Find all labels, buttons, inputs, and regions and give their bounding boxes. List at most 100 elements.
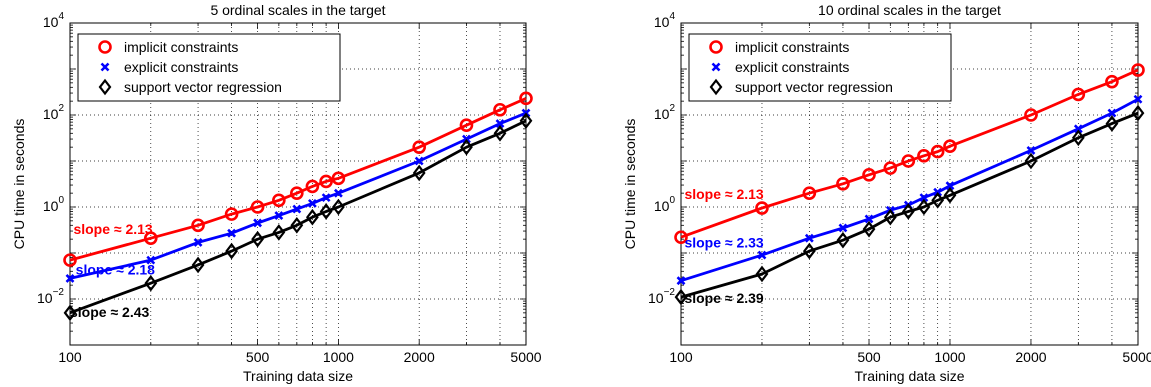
data-point bbox=[493, 125, 507, 142]
data-point bbox=[1024, 152, 1038, 170]
data-point bbox=[414, 156, 424, 166]
data-point bbox=[1105, 74, 1119, 89]
x-tick-label: 100 bbox=[58, 349, 82, 365]
slope-annotation: slope ≈ 2.13 bbox=[73, 221, 152, 237]
series-line bbox=[680, 111, 1139, 299]
data-point bbox=[333, 188, 343, 198]
y-tick-label: 10−2 bbox=[648, 287, 675, 306]
series-line bbox=[680, 97, 1139, 283]
y-tick-base: 10 bbox=[654, 106, 670, 122]
x-tick-label: 5000 bbox=[1122, 349, 1151, 365]
data-point bbox=[838, 223, 848, 233]
y-tick-exponent: −2 bbox=[664, 287, 676, 298]
x-tick-label: 5000 bbox=[510, 349, 541, 365]
legend: implicit constraints explicit constraints… bbox=[688, 33, 952, 102]
data-point bbox=[862, 220, 876, 238]
data-point bbox=[757, 250, 767, 260]
data-point bbox=[931, 191, 945, 209]
data-point bbox=[63, 304, 77, 322]
y-tick-label: 102 bbox=[43, 103, 65, 122]
data-point bbox=[1131, 104, 1145, 122]
series-line bbox=[69, 111, 527, 280]
y-tick-label: 104 bbox=[654, 11, 676, 30]
slope-annotation: slope ≈ 2.39 bbox=[684, 290, 763, 306]
x-axis-label: Training data size bbox=[855, 368, 965, 384]
data-point bbox=[755, 201, 769, 215]
x-tick-label: 500 bbox=[246, 349, 270, 365]
data-point bbox=[709, 78, 723, 96]
data-point bbox=[332, 198, 345, 216]
data-point bbox=[917, 198, 931, 216]
ticks bbox=[69, 23, 527, 346]
y-tick-exponent: −2 bbox=[53, 287, 65, 298]
data-point bbox=[519, 112, 533, 130]
legend-entry: explicit constraints bbox=[100, 59, 238, 75]
data-point bbox=[319, 203, 333, 220]
legend: implicit constraints explicit constraints… bbox=[77, 33, 341, 102]
y-tick-label: 100 bbox=[654, 195, 676, 214]
y-tick-base: 10 bbox=[654, 14, 670, 30]
data-point bbox=[272, 224, 286, 241]
data-point bbox=[253, 218, 263, 228]
data-point bbox=[709, 40, 723, 54]
legend-entry: implicit constraints bbox=[709, 39, 849, 55]
data-point bbox=[63, 253, 77, 267]
data-point bbox=[251, 230, 264, 248]
slope-annotation: slope ≈ 2.43 bbox=[70, 304, 149, 320]
legend-label: support vector regression bbox=[735, 79, 893, 95]
legend-label: explicit constraints bbox=[735, 59, 849, 75]
y-tick-base: 10 bbox=[648, 290, 664, 306]
series bbox=[63, 112, 533, 322]
data-point bbox=[225, 242, 238, 260]
legend-box bbox=[77, 33, 341, 102]
y-tick-label: 102 bbox=[654, 103, 676, 122]
data-point bbox=[1026, 145, 1036, 155]
y-tick-base: 10 bbox=[43, 198, 59, 214]
data-point bbox=[943, 139, 957, 153]
x-tick-label: 100 bbox=[669, 349, 693, 365]
y-tick-label: 100 bbox=[43, 195, 65, 214]
data-point bbox=[804, 233, 814, 243]
y-tick-exponent: 0 bbox=[669, 195, 675, 206]
slope-annotation: slope ≈ 2.13 bbox=[684, 186, 763, 202]
legend-entry: explicit constraints bbox=[711, 59, 849, 75]
y-tick-base: 10 bbox=[37, 290, 53, 306]
data-point bbox=[412, 164, 426, 182]
series-line bbox=[69, 119, 527, 315]
data-point bbox=[1071, 87, 1086, 102]
y-tick-exponent: 0 bbox=[58, 195, 64, 206]
legend-entry: support vector regression bbox=[98, 78, 282, 96]
data-point bbox=[100, 62, 110, 72]
chart-title: 5 ordinal scales in the target bbox=[210, 2, 385, 18]
data-point bbox=[883, 161, 898, 175]
y-tick-label: 10−2 bbox=[37, 287, 64, 306]
data-point bbox=[459, 118, 474, 133]
legend-label: explicit constraints bbox=[124, 59, 238, 75]
data-point bbox=[98, 40, 112, 54]
data-point bbox=[191, 256, 205, 274]
series bbox=[63, 91, 533, 267]
y-tick-base: 10 bbox=[654, 198, 670, 214]
legend-entry: support vector regression bbox=[709, 78, 893, 96]
data-point bbox=[412, 140, 426, 154]
data-point bbox=[901, 154, 916, 168]
series bbox=[674, 104, 1145, 306]
y-tick-exponent: 2 bbox=[58, 103, 64, 114]
legend-label: implicit constraints bbox=[124, 39, 238, 55]
data-point bbox=[755, 265, 769, 283]
y-tick-exponent: 4 bbox=[669, 11, 675, 22]
data-point bbox=[272, 193, 286, 208]
slope-annotation: slope ≈ 2.33 bbox=[684, 234, 763, 250]
y-tick-exponent: 4 bbox=[58, 11, 64, 22]
data-point bbox=[862, 168, 876, 182]
data-point bbox=[864, 214, 874, 224]
data-point bbox=[945, 181, 955, 191]
data-point bbox=[943, 186, 957, 204]
ticks bbox=[680, 23, 1139, 346]
data-point bbox=[146, 255, 156, 265]
data-point bbox=[144, 274, 158, 292]
axes-frame bbox=[69, 22, 527, 346]
y-tick-exponent: 2 bbox=[669, 103, 675, 114]
